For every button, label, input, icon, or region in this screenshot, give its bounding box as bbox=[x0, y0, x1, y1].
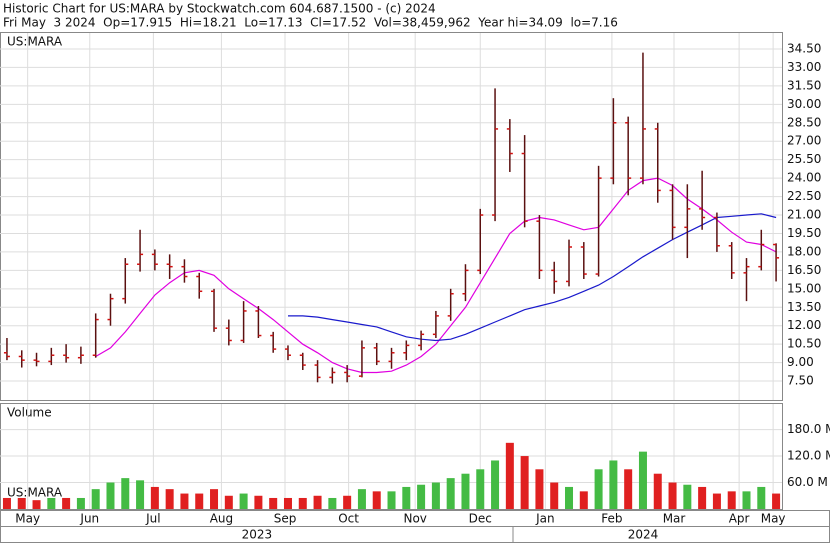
volume-bar bbox=[91, 489, 100, 509]
x-tick-label: Mar bbox=[663, 512, 686, 526]
volume-bar bbox=[742, 491, 751, 509]
volume-bar bbox=[136, 480, 145, 509]
price-panel bbox=[0, 32, 783, 401]
y-tick-label: 12.00 bbox=[787, 318, 821, 332]
volume-bar bbox=[254, 495, 263, 509]
volume-bar bbox=[298, 497, 307, 509]
volume-bar bbox=[550, 482, 559, 509]
volume-bar bbox=[2, 497, 11, 509]
y-tick-label: 16.50 bbox=[787, 263, 821, 277]
x-tick-label: Feb bbox=[601, 512, 622, 526]
volume-bar bbox=[32, 500, 41, 509]
volume-bar bbox=[638, 451, 647, 509]
volume-bar bbox=[180, 493, 189, 509]
y-tick-label: 7.50 bbox=[787, 374, 814, 388]
volume-bar bbox=[357, 489, 366, 509]
symbol-label: US:MARA bbox=[7, 35, 63, 49]
volume-bar bbox=[224, 495, 233, 509]
volume-label: Volume bbox=[7, 406, 52, 420]
volume-bar bbox=[387, 491, 396, 509]
y-tick-label: 28.50 bbox=[787, 115, 821, 129]
x-tick-label: May bbox=[15, 512, 40, 526]
volume-bar bbox=[609, 460, 618, 509]
volume-bar bbox=[165, 489, 174, 509]
volume-bar bbox=[668, 482, 677, 509]
x-tick-label: Apr bbox=[729, 512, 750, 526]
volume-bar bbox=[594, 469, 603, 509]
volume-bar bbox=[520, 456, 529, 509]
x-tick-label: Jun bbox=[79, 512, 99, 526]
volume-bar bbox=[343, 495, 352, 509]
y-tick-label: 10.50 bbox=[787, 337, 821, 351]
volume-bar bbox=[579, 491, 588, 509]
volume-bar bbox=[727, 491, 736, 509]
y-tick-label: 60.0 M bbox=[787, 475, 828, 489]
volume-bar bbox=[76, 497, 85, 509]
y-tick-label: 120.0 M bbox=[787, 449, 830, 463]
y-tick-label: 9.00 bbox=[787, 355, 814, 369]
volume-bar bbox=[653, 473, 662, 509]
moving-average bbox=[95, 177, 777, 374]
volume-bar bbox=[283, 497, 292, 509]
y-tick-label: 27.00 bbox=[787, 134, 821, 148]
x-tick-label: Nov bbox=[403, 512, 426, 526]
volume-bar bbox=[505, 442, 514, 509]
volume-bar bbox=[269, 497, 278, 509]
volume-bar bbox=[150, 486, 159, 509]
x-tick-label: Jan bbox=[535, 512, 555, 526]
volume-bar bbox=[210, 489, 219, 509]
x-tick-label: May bbox=[761, 512, 786, 526]
x-tick-label: Jul bbox=[145, 512, 160, 526]
x-tick-label: Dec bbox=[469, 512, 492, 526]
volume-bar bbox=[121, 478, 130, 509]
volume-bar bbox=[772, 493, 781, 509]
y-tick-label: 33.00 bbox=[787, 60, 821, 74]
volume-bar bbox=[624, 469, 633, 509]
volume-bar bbox=[239, 493, 248, 509]
volume-bar bbox=[47, 497, 56, 509]
volume-symbol: US:MARA bbox=[7, 486, 63, 500]
volume-bar bbox=[62, 497, 71, 509]
y-tick-label: 21.00 bbox=[787, 208, 821, 222]
y-tick-label: 13.50 bbox=[787, 300, 821, 314]
y-tick-label: 31.50 bbox=[787, 78, 821, 92]
volume-bar bbox=[431, 482, 440, 509]
volume-bar bbox=[461, 473, 470, 509]
volume-bar bbox=[372, 491, 381, 509]
volume-bar bbox=[535, 469, 544, 509]
volume-bar bbox=[17, 497, 26, 509]
volume-bar bbox=[446, 478, 455, 509]
y-tick-label: 15.00 bbox=[787, 281, 821, 295]
year-label: 2024 bbox=[628, 528, 659, 542]
x-tick-label: Oct bbox=[338, 512, 359, 526]
y-tick-label: 19.50 bbox=[787, 226, 821, 240]
volume-bar bbox=[698, 486, 707, 509]
chart-subtitle: Fri May 3 2024 Op=17.915 Hi=18.21 Lo=17.… bbox=[3, 16, 618, 30]
volume-bar bbox=[106, 482, 115, 509]
x-tick-label: Aug bbox=[210, 512, 233, 526]
volume-bar bbox=[417, 484, 426, 509]
y-tick-label: 22.50 bbox=[787, 189, 821, 203]
volume-bar bbox=[328, 497, 337, 509]
y-tick-label: 24.00 bbox=[787, 171, 821, 185]
volume-bar bbox=[565, 486, 574, 509]
y-tick-label: 34.50 bbox=[787, 41, 821, 55]
volume-bar bbox=[757, 486, 766, 509]
moving-average bbox=[288, 213, 777, 342]
volume-bar bbox=[402, 486, 411, 509]
chart-title: Historic Chart for US:MARA by Stockwatch… bbox=[3, 2, 436, 16]
x-tick-label: Sep bbox=[274, 512, 297, 526]
y-tick-label: 180.0 M bbox=[787, 422, 830, 436]
y-tick-label: 30.00 bbox=[787, 97, 821, 111]
volume-bar bbox=[476, 469, 485, 509]
volume-bar bbox=[491, 460, 500, 509]
volume-bar bbox=[313, 495, 322, 509]
year-label: 2023 bbox=[242, 528, 273, 542]
y-tick-label: 25.50 bbox=[787, 152, 821, 166]
volume-bar bbox=[683, 484, 692, 509]
volume-bar bbox=[712, 493, 721, 509]
volume-bar bbox=[195, 493, 204, 509]
y-tick-label: 18.00 bbox=[787, 244, 821, 258]
